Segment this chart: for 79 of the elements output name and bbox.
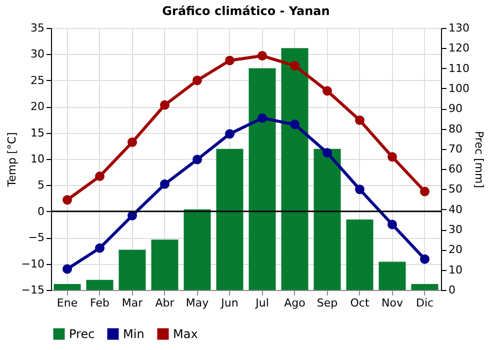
- y2-tick-label: 50: [448, 182, 462, 196]
- x-tick-label: Feb: [90, 296, 110, 310]
- y2-tick-label: 30: [448, 223, 462, 236]
- point: [95, 172, 104, 182]
- y-tick-label: 0: [38, 204, 44, 218]
- point: [388, 152, 397, 162]
- y2-tick-label: 10: [448, 263, 462, 276]
- y2-tick-label: 0: [448, 284, 456, 296]
- y2-tick-label: 70: [448, 142, 462, 156]
- y2-tick-label: 130: [448, 22, 470, 34]
- y2-tick-label: 120: [448, 42, 470, 55]
- y-tick-label: −15: [21, 284, 44, 296]
- point: [62, 264, 72, 274]
- y2-tick-label: 40: [448, 202, 462, 216]
- bar: [216, 148, 244, 290]
- bar: [184, 209, 211, 290]
- bar: [151, 240, 178, 290]
- point: [420, 186, 430, 196]
- bar: [346, 219, 374, 290]
- y-tick-label: 15: [30, 126, 44, 140]
- x-tick-label: Oct: [350, 296, 370, 310]
- legend-label: Max: [173, 327, 198, 341]
- point: [95, 243, 104, 253]
- x-tick-label: Dic: [416, 296, 434, 310]
- point: [290, 120, 300, 130]
- y-tick-label: 35: [30, 22, 44, 34]
- y2-axis-title: Prec [mm]: [472, 130, 486, 188]
- y2-tick-label: 90: [448, 102, 462, 116]
- legend-label: Min: [123, 327, 144, 341]
- point: [128, 210, 137, 220]
- x-tick-label: Ene: [56, 296, 78, 310]
- y2-tick-label: 20: [448, 243, 462, 256]
- bar: [281, 48, 308, 290]
- y2-tick-label: 100: [448, 82, 470, 95]
- x-tick-label: Jun: [220, 296, 238, 310]
- chart-title: Gráfico climático - Yanan: [162, 4, 330, 18]
- y-tick-label: 20: [30, 100, 44, 114]
- point: [388, 220, 397, 230]
- y-axis-title: Temp [°C]: [5, 132, 18, 188]
- y-tick-label: 10: [30, 152, 44, 166]
- y2-tick-label: 110: [448, 62, 470, 75]
- point: [225, 129, 234, 139]
- bar: [118, 250, 146, 290]
- y-tick-label: −10: [21, 257, 44, 270]
- point: [355, 115, 364, 125]
- point: [322, 148, 332, 158]
- x-tick-label: Mar: [122, 296, 144, 310]
- y-tick-label: 25: [30, 74, 44, 87]
- point: [290, 60, 300, 70]
- point: [160, 179, 170, 189]
- y-tick-label: 5: [38, 178, 44, 192]
- point: [322, 86, 332, 96]
- point: [160, 100, 170, 110]
- point: [62, 195, 72, 205]
- x-tick-label: May: [186, 296, 210, 310]
- bar: [248, 68, 276, 290]
- y-tick-label: 30: [30, 48, 44, 61]
- x-tick-label: Nov: [382, 296, 404, 310]
- x-tick-label: Ago: [284, 296, 306, 310]
- point: [192, 76, 202, 86]
- bar: [54, 284, 81, 290]
- x-tick-label: Abr: [155, 296, 175, 310]
- legend-label: Prec: [69, 327, 95, 341]
- point: [420, 254, 430, 264]
- point: [192, 154, 202, 164]
- point: [355, 184, 364, 194]
- x-tick-label: Sep: [316, 296, 338, 310]
- bar: [314, 148, 341, 290]
- y-tick-label: −5: [28, 231, 44, 244]
- bar: [411, 284, 438, 290]
- y2-tick-label: 80: [448, 122, 462, 136]
- bar: [378, 262, 406, 290]
- x-tick-label: Jul: [254, 296, 269, 310]
- point: [225, 56, 234, 66]
- bar: [86, 280, 114, 290]
- y2-tick-label: 60: [448, 162, 462, 176]
- point: [128, 138, 137, 147]
- point: [258, 113, 267, 123]
- point: [258, 51, 267, 61]
